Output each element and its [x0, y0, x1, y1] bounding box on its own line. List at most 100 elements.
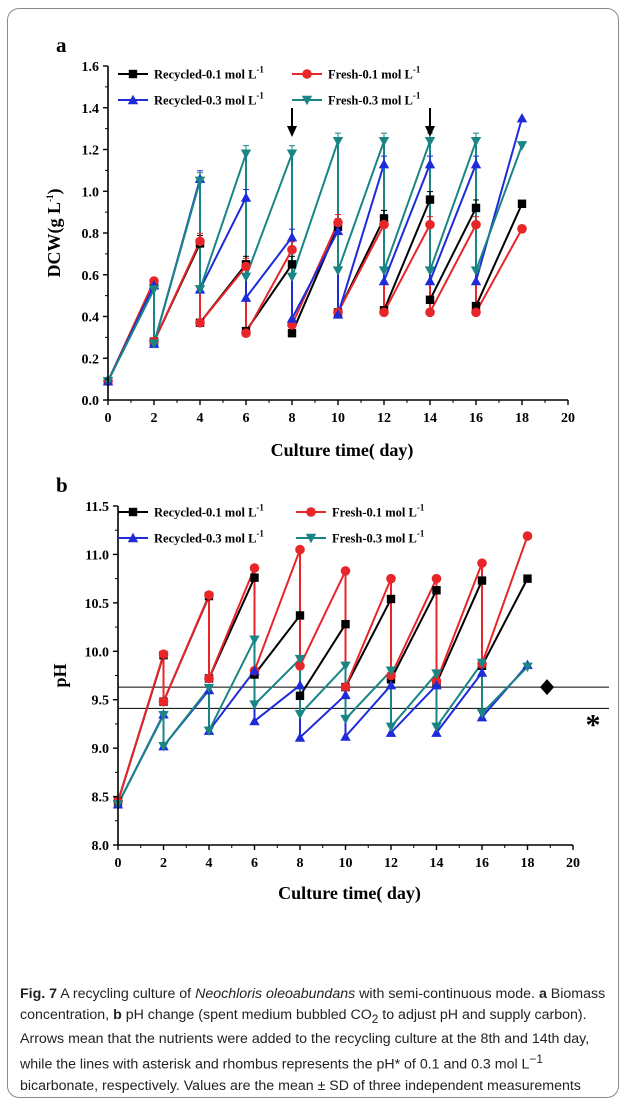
- data-point: [287, 260, 297, 269]
- y-tick-label: 9.5: [92, 694, 110, 709]
- data-point: [340, 682, 351, 692]
- data-point: [341, 619, 350, 629]
- y-tick-label: 1.6: [82, 60, 100, 75]
- data-point: [158, 649, 169, 659]
- caption-fig-label: Fig. 7: [20, 986, 58, 1002]
- legend-marker-3: [127, 94, 139, 105]
- y-tick-label: 8.5: [92, 791, 110, 806]
- caption-a-label: a: [538, 986, 547, 1002]
- series-line-2: [117, 535, 529, 802]
- x-tick-label: 6: [243, 411, 250, 426]
- data-point: [425, 295, 435, 304]
- y-tick-label: 0.6: [82, 269, 100, 284]
- x-tick-label: 10: [339, 856, 353, 871]
- y-tick-label: 0.8: [82, 227, 100, 242]
- legend-label-sup: -1: [417, 503, 425, 513]
- data-point: [340, 689, 351, 700]
- data-point: [476, 709, 488, 719]
- data-point: [295, 661, 305, 671]
- data-point: [295, 611, 305, 620]
- data-point: [194, 176, 206, 187]
- data-point: [340, 731, 351, 741]
- data-point: [203, 683, 215, 694]
- data-point: [340, 714, 351, 725]
- legend-label-3: Recycled-0.3 mol L-1: [154, 529, 264, 546]
- data-point: [431, 722, 442, 733]
- data-point: [386, 573, 396, 584]
- y-axis-label: DCW(g L-1): [44, 189, 65, 278]
- data-point: [425, 195, 435, 204]
- data-point: [195, 317, 205, 328]
- series-line-2: [107, 222, 523, 382]
- legend-label-sup: -1: [256, 91, 264, 101]
- data-point: [471, 301, 481, 311]
- legend-marker-2: [302, 69, 312, 79]
- x-axis-label: Culture time( day): [271, 440, 414, 461]
- legend-marker-4: [305, 533, 317, 544]
- y-tick-label: 8.0: [92, 839, 110, 854]
- data-point: [477, 576, 487, 585]
- y-axis-label-sup: -1: [45, 194, 55, 202]
- x-tick-label: 8: [289, 411, 296, 426]
- data-point: [424, 266, 436, 276]
- data-point: [241, 261, 251, 272]
- data-point: [286, 313, 298, 323]
- data-point: [477, 558, 487, 568]
- y-tick-label: 10.0: [85, 645, 110, 660]
- data-point: [522, 662, 533, 672]
- data-point: [294, 732, 306, 742]
- data-point: [523, 574, 532, 583]
- data-point: [249, 715, 260, 726]
- caption-text-3: Biomass concentration,: [20, 986, 606, 1023]
- data-point: [378, 275, 390, 286]
- legend-marker-1: [128, 507, 138, 517]
- data-point: [385, 722, 397, 733]
- caption-text-1: A recycling culture of: [57, 986, 196, 1002]
- data-point: [286, 272, 298, 283]
- data-point: [287, 244, 297, 255]
- y-tick-label: 11.0: [85, 548, 109, 563]
- data-point: [516, 112, 528, 123]
- legend-label-sup: -1: [256, 65, 264, 75]
- data-point: [470, 275, 482, 286]
- legend-label-sup: -1: [256, 529, 264, 539]
- data-point: [240, 149, 252, 159]
- data-point: [424, 158, 436, 169]
- data-point: [471, 203, 481, 213]
- data-point: [476, 667, 488, 677]
- legend-marker-3: [127, 532, 139, 543]
- legend-label-3: Recycled-0.3 mol L-1: [154, 91, 264, 108]
- x-tick-label: 2: [160, 856, 167, 871]
- data-point: [333, 217, 343, 228]
- data-point: [332, 309, 344, 319]
- x-tick-label: 4: [206, 856, 213, 871]
- x-tick-label: 12: [384, 856, 398, 871]
- data-point: [516, 141, 528, 151]
- legend-marker-4: [301, 95, 313, 106]
- y-tick-label: 9.0: [92, 742, 110, 757]
- x-tick-label: 18: [515, 411, 529, 426]
- data-point: [379, 214, 389, 223]
- legend-label-2: Fresh-0.1 mol L-1: [328, 65, 421, 82]
- x-tick-label: 0: [105, 411, 112, 426]
- y-tick-label: 0.4: [82, 311, 100, 326]
- rhombus-symbol: [540, 679, 554, 696]
- nutrient-arrow-head-1: [287, 126, 297, 137]
- data-point: [340, 661, 351, 672]
- asterisk-symbol: *: [586, 708, 601, 741]
- data-point: [286, 149, 298, 159]
- x-tick-label: 16: [475, 856, 489, 871]
- data-point: [249, 700, 260, 710]
- x-tick-label: 8: [297, 856, 304, 871]
- data-point: [470, 136, 482, 147]
- x-tick-label: 2: [151, 411, 158, 426]
- data-point: [241, 328, 251, 339]
- data-point: [431, 669, 442, 679]
- data-point: [287, 329, 297, 338]
- data-point: [249, 635, 260, 645]
- x-tick-label: 14: [430, 856, 444, 871]
- legend-label-sup: -1: [256, 503, 264, 513]
- caption-text-2: with semi-continuous mode.: [355, 986, 539, 1002]
- panel-label-b: b: [56, 473, 68, 497]
- legend-marker-1: [128, 69, 138, 79]
